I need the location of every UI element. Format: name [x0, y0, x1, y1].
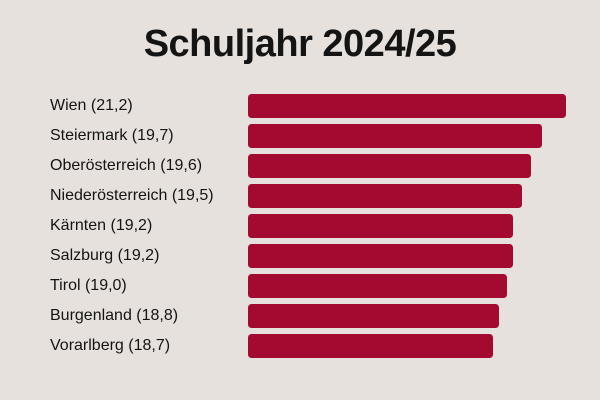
chart-row: Tirol (19,0) — [0, 271, 600, 301]
bar — [248, 334, 493, 358]
bar — [248, 154, 531, 178]
chart-row: Kärnten (19,2) — [0, 211, 600, 241]
bar-label: Salzburg (19,2) — [50, 247, 160, 264]
bar-chart: Wien (21,2) Steiermark (19,7) Oberösterr… — [0, 91, 600, 361]
bar-label: Wien (21,2) — [50, 97, 133, 114]
bar-label: Niederösterreich (19,5) — [50, 187, 214, 204]
chart-title: Schuljahr 2024/25 — [143, 23, 457, 65]
bar-label: Vorarlberg (18,7) — [50, 337, 171, 354]
bar-label: Oberösterreich (19,6) — [50, 157, 203, 174]
bar — [248, 244, 513, 268]
bar — [248, 124, 542, 148]
bar — [248, 214, 513, 238]
chart-row: Steiermark (19,7) — [0, 121, 600, 151]
bar — [248, 274, 507, 298]
chart-row: Niederösterreich (19,5) — [0, 181, 600, 211]
bar — [248, 304, 499, 328]
chart-row: Burgenland (18,8) — [0, 301, 600, 331]
bar — [248, 94, 566, 118]
chart-row: Wien (21,2) — [0, 91, 600, 121]
bar — [248, 184, 522, 208]
bar-label: Steiermark (19,7) — [50, 127, 174, 144]
chart-row: Oberösterreich (19,6) — [0, 151, 600, 181]
chart-row: Vorarlberg (18,7) — [0, 331, 600, 361]
bar-label: Burgenland (18,8) — [50, 307, 179, 324]
bar-label: Tirol (19,0) — [50, 277, 127, 294]
bar-label: Kärnten (19,2) — [50, 217, 153, 234]
chart-row: Salzburg (19,2) — [0, 241, 600, 271]
